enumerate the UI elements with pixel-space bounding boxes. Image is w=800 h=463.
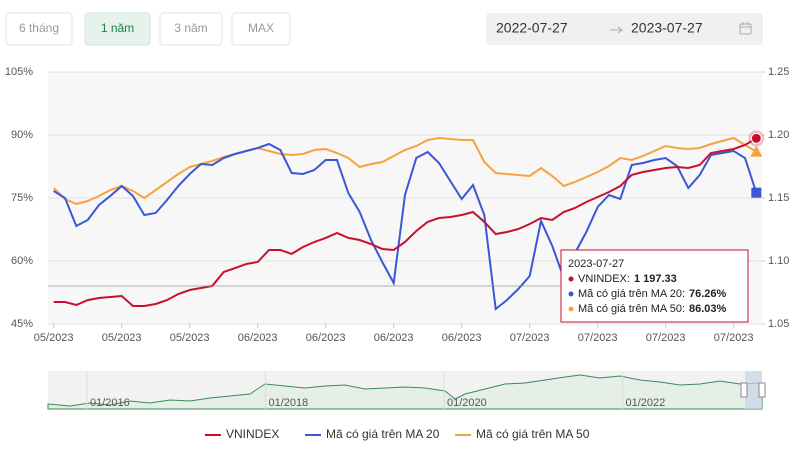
- y-tick-label: 45%: [11, 318, 33, 330]
- navigator-series: [47, 374, 763, 410]
- tooltip-row: Mã có giá trên MA 20: 76.26%: [578, 288, 727, 300]
- tooltip-row: VNINDEX: 1 197.33: [578, 273, 677, 285]
- range-button[interactable]: [159, 12, 223, 46]
- controls: 6 tháng 1 năm 3 năm MAX: [5, 12, 291, 46]
- navigator-label: 01/2020: [447, 397, 487, 409]
- x-tick-label: 07/2023: [646, 332, 686, 344]
- y2-tick-label: 1.15: [768, 192, 789, 204]
- y-tick-label: 60%: [11, 255, 33, 267]
- range-button-label[interactable]: 6 tháng: [19, 21, 59, 35]
- legend-label[interactable]: VNINDEX: [226, 427, 279, 441]
- series-line: [53, 136, 757, 206]
- legend-label[interactable]: Mã có giá trên MA 50: [476, 427, 590, 441]
- tooltip-label: VNINDEX:: [578, 273, 630, 285]
- navigator-label: 01/2022: [626, 397, 666, 409]
- date-end[interactable]: 2023-07-27: [631, 20, 703, 36]
- tooltip-bullet: [568, 291, 574, 297]
- x-tick-label: 06/2023: [442, 332, 482, 344]
- navigator-handle[interactable]: [758, 382, 766, 398]
- y2-tick-label: 1.25: [768, 66, 789, 78]
- tooltip-value: 1 197.33: [634, 273, 677, 285]
- hover-marker: [751, 187, 762, 198]
- date-start[interactable]: 2022-07-27: [496, 20, 568, 36]
- range-button[interactable]: [5, 12, 73, 46]
- x-tick-label: 05/2023: [34, 332, 74, 344]
- tooltip: 2023-07-27 VNINDEX: 1 197.33 Mã có giá trê…: [560, 249, 749, 323]
- hover-marker: [750, 132, 762, 144]
- y-tick-label: 90%: [11, 129, 33, 141]
- navigator-handle[interactable]: [740, 382, 748, 398]
- navigator-selection[interactable]: [745, 371, 762, 409]
- tooltip-row: Mã có giá trên MA 50: 86.03%: [578, 303, 727, 315]
- range-button[interactable]: [84, 12, 151, 46]
- x-tick-label: 05/2023: [170, 332, 210, 344]
- range-button[interactable]: [231, 12, 291, 46]
- x-tick-label: 07/2023: [578, 332, 618, 344]
- tooltip-value: 86.03%: [689, 303, 727, 315]
- y-tick-label: 75%: [11, 192, 33, 204]
- x-tick-label: 06/2023: [306, 332, 346, 344]
- date-range-box[interactable]: [486, 13, 763, 45]
- x-tick-label: 05/2023: [102, 332, 142, 344]
- tooltip-date: 2023-07-27: [568, 258, 624, 270]
- series-line: [53, 137, 757, 307]
- tooltip-box: [560, 249, 749, 323]
- navigator-label: 01/2018: [269, 397, 309, 409]
- y2-tick-label: 1.10: [768, 255, 789, 267]
- x-tick-label: 06/2023: [238, 332, 278, 344]
- y2-tick-label: 1.05: [768, 318, 789, 330]
- series-line: [53, 142, 758, 311]
- x-tick-label: 07/2023: [714, 332, 754, 344]
- y2-tick-label: 1.20: [768, 129, 789, 141]
- range-button-label[interactable]: 3 năm: [174, 21, 207, 35]
- tooltip-label: Mã có giá trên MA 20:: [578, 288, 685, 300]
- y-tick-label: 105%: [5, 66, 33, 78]
- x-tick-label: 07/2023: [510, 332, 550, 344]
- legend-label[interactable]: Mã có giá trên MA 20: [326, 427, 440, 441]
- tooltip-bullet: [568, 276, 574, 282]
- arrow-icon: [610, 26, 623, 34]
- plot: 45% 60% 75% 90% 105% 1.05 1.10 1.15 1.20 1.25 05/2…: [5, 66, 790, 344]
- legend[interactable]: VNINDEX Mã có giá trên MA 20 Mã có giá trê…: [205, 427, 590, 441]
- navigator[interactable]: 01/2016 01/2018 01/2020 01/2022: [47, 371, 766, 410]
- hover-marker: [750, 145, 763, 157]
- navigator-label: 01/2016: [90, 397, 130, 409]
- tooltip-value: 76.26%: [689, 288, 727, 300]
- tooltip-bullet: [568, 306, 574, 312]
- range-button-label[interactable]: 1 năm: [101, 21, 134, 35]
- calendar-icon[interactable]: [739, 22, 752, 35]
- tooltip-label: Mã có giá trên MA 50:: [578, 303, 685, 315]
- x-tick-label: 06/2023: [374, 332, 414, 344]
- range-button-label[interactable]: MAX: [248, 21, 274, 35]
